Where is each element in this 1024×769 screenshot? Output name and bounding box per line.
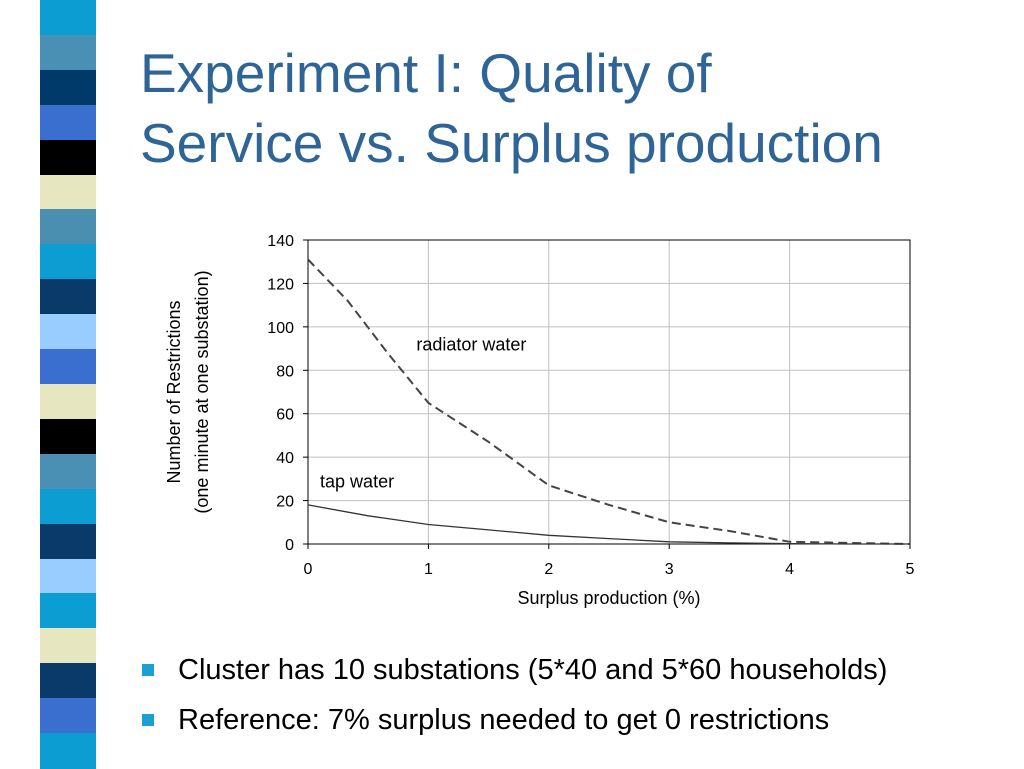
stripe-band (40, 384, 96, 420)
stripe-band (40, 663, 96, 700)
stripe-band (40, 314, 96, 351)
bullet-list: Cluster has 10 substations (5*40 and 5*6… (140, 645, 887, 745)
y-axis-label-line-2: (one minute at one substation) (192, 270, 212, 513)
stripe-band (40, 593, 96, 630)
y-tick-label: 120 (267, 276, 294, 293)
x-tick-label: 2 (544, 561, 553, 578)
x-tick-label: 1 (424, 561, 433, 578)
stripe-band (40, 453, 96, 490)
stripe-band (40, 733, 96, 769)
stripe-band (40, 244, 96, 281)
annotation-label: radiator water (416, 335, 526, 355)
tick-labels: 0 20 40 60 80 100 120 140 0 1 2 3 4 5 (267, 233, 914, 578)
y-tick-label: 80 (276, 363, 294, 380)
title-line-2: Service vs. Surplus production (140, 112, 883, 174)
decorative-stripe (0, 0, 118, 769)
stripe-band (40, 279, 96, 316)
y-tick-label: 60 (276, 407, 294, 424)
stripe-band (40, 523, 96, 560)
bullet-text: Cluster has 10 substations (5*40 and 5*6… (178, 654, 888, 686)
square-bullet-icon (142, 664, 154, 676)
y-tick-label: 0 (285, 537, 294, 554)
annotations: radiator water tap water (320, 335, 526, 492)
y-tick-label: 100 (267, 320, 294, 337)
stripe-band (40, 558, 96, 595)
stripe-band (40, 174, 96, 211)
chart: 0 20 40 60 80 100 120 140 0 1 2 3 4 5 radiator water t… (164, 233, 915, 608)
stripe-band (40, 349, 96, 385)
stripe-band (40, 698, 96, 735)
x-axis-label: Surplus production (%) (517, 588, 700, 608)
x-tick-label: 4 (785, 561, 794, 578)
x-tick-label: 3 (665, 561, 674, 578)
series-layer (307, 258, 911, 545)
stripe-band (40, 488, 96, 525)
slide-title: Experiment I: Quality of Service vs. Sur… (140, 38, 1020, 178)
y-tick-label: 40 (276, 450, 294, 467)
stripe-band (40, 418, 96, 455)
stripe-band (40, 0, 96, 36)
title-line-1: Experiment I: Quality of (140, 42, 712, 104)
stripe-band (40, 34, 96, 71)
stripe-band (40, 628, 96, 665)
y-axis-label: Number of Restrictions (one minute at on… (164, 270, 212, 513)
y-tick-label: 140 (267, 233, 294, 250)
stripe-band (40, 69, 96, 106)
y-axis-label-line-1: Number of Restrictions (164, 300, 184, 483)
bullet-item: Cluster has 10 substations (5*40 and 5*6… (140, 645, 887, 695)
x-tick-label: 5 (906, 561, 915, 578)
series-line-tap-water (307, 504, 910, 545)
bullet-text: Reference: 7% surplus needed to get 0 re… (178, 704, 830, 736)
stripe-band (40, 209, 96, 246)
x-tick-label: 0 (304, 561, 313, 578)
y-tick-label: 20 (276, 494, 294, 511)
series-line-radiator-water (307, 258, 911, 545)
stripe-band (40, 104, 96, 141)
stripe-band (40, 139, 96, 176)
square-bullet-icon (142, 714, 154, 726)
plot-frame (307, 239, 911, 545)
bullet-item: Reference: 7% surplus needed to get 0 re… (140, 695, 887, 745)
annotation-label: tap water (320, 472, 394, 492)
grid (303, 239, 911, 549)
